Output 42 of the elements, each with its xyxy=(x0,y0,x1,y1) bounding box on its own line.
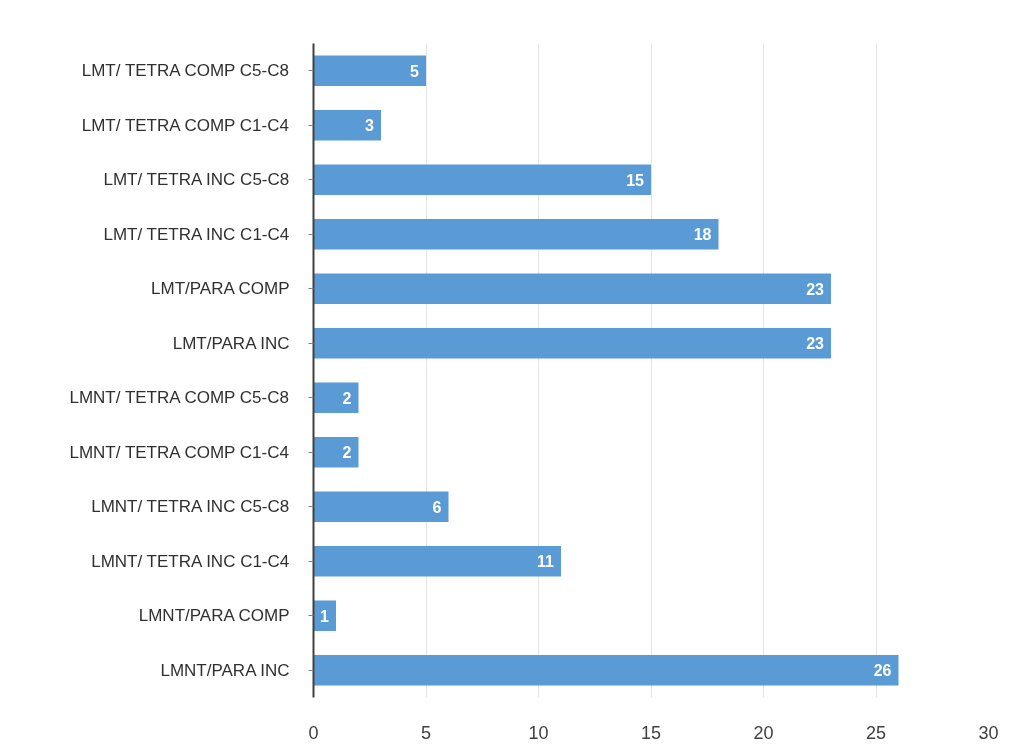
x-tick-label: 25 xyxy=(865,722,887,743)
data-label: 23 xyxy=(806,280,825,298)
y-tick-label: LMNT/ TETRA COMP C1-C4 xyxy=(69,442,289,462)
bar xyxy=(313,55,426,87)
bar xyxy=(313,491,449,523)
bar xyxy=(313,545,561,577)
data-label: 18 xyxy=(693,226,712,244)
bar xyxy=(313,436,359,468)
bar xyxy=(313,218,719,250)
data-label: 1 xyxy=(320,607,330,625)
y-tick-label: LMT/ TETRA INC C5-C8 xyxy=(103,170,290,190)
bar xyxy=(313,654,899,686)
data-label: 11 xyxy=(537,553,555,571)
bar xyxy=(313,327,831,359)
data-label: 5 xyxy=(410,62,420,80)
x-tick-label: 5 xyxy=(420,722,432,743)
data-label: 6 xyxy=(432,498,442,516)
data-label: 3 xyxy=(365,117,375,135)
y-tick-label: LMT/ TETRA COMP C1-C4 xyxy=(81,115,289,135)
y-tick-label: LMNT/PARA COMP xyxy=(138,606,290,626)
x-tick-label: 20 xyxy=(753,722,774,743)
y-tick-label: LMT/PARA COMP xyxy=(151,279,290,299)
x-tick-label: 15 xyxy=(640,722,662,743)
x-tick-label: 30 xyxy=(978,722,999,743)
bar xyxy=(313,109,381,141)
data-label: 2 xyxy=(342,389,352,407)
y-tick-label: LMNT/ TETRA COMP C5-C8 xyxy=(69,388,289,408)
y-tick-label: LMNT/ TETRA INC C5-C8 xyxy=(91,497,290,517)
bar xyxy=(313,164,651,196)
bar xyxy=(313,382,359,414)
y-tick-label: LMT/ TETRA COMP C5-C8 xyxy=(81,61,289,81)
data-label: 26 xyxy=(873,662,892,680)
y-tick-label: LMNT/ TETRA INC C1-C4 xyxy=(91,551,290,571)
data-label: 15 xyxy=(626,171,645,189)
bar xyxy=(313,273,831,305)
x-tick-label: 0 xyxy=(308,722,319,743)
data-label: 2 xyxy=(342,444,352,462)
y-tick-label: LMNT/PARA INC xyxy=(160,660,290,680)
y-tick-label: LMT/PARA INC xyxy=(172,333,290,353)
y-tick-label: LMT/ TETRA INC C1-C4 xyxy=(103,224,290,244)
x-tick-label: 10 xyxy=(528,722,549,743)
data-label: 23 xyxy=(806,335,825,353)
